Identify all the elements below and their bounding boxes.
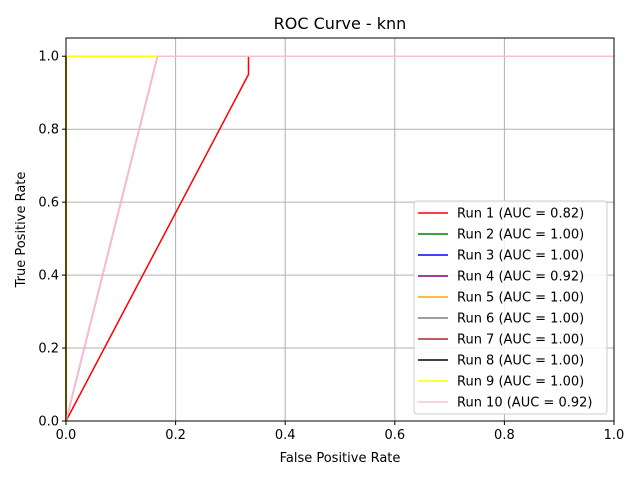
series-line-run-10: [65, 55, 614, 422]
x-axis-label: False Positive Rate: [280, 451, 401, 466]
legend-label: Run 10 (AUC = 0.92): [457, 396, 592, 411]
legend-label: Run 3 (AUC = 1.00): [457, 249, 584, 264]
legend-label: Run 7 (AUC = 1.00): [457, 333, 584, 348]
x-tick-label: 0.8: [494, 428, 515, 443]
chart-title: ROC Curve - knn: [274, 14, 407, 33]
x-tick-label: 0.4: [275, 428, 296, 443]
y-axis-label: True Positive Rate: [14, 172, 29, 289]
plot-frame: [65, 37, 615, 422]
y-tick-label: 0.6: [38, 196, 59, 211]
x-tick-label: 0.0: [56, 428, 77, 443]
legend-label: Run 1 (AUC = 0.82): [457, 207, 584, 222]
axis-ticks: 0.0 0.2 0.4 0.6 0.8 1.0 0.0 0.2 0.4 0.6 0.8 1.0: [38, 50, 624, 443]
legend-label: Run 8 (AUC = 1.00): [457, 354, 584, 369]
x-tick-label: 0.2: [165, 428, 186, 443]
legend-label: Run 4 (AUC = 0.92): [457, 270, 584, 285]
y-tick-label: 0.2: [38, 342, 59, 357]
legend: Run 1 (AUC = 0.82) Run 2 (AUC = 1.00) Run …: [413, 200, 608, 415]
y-tick-label: 0.0: [38, 415, 59, 430]
legend-label: Run 2 (AUC = 1.00): [457, 228, 584, 243]
y-tick-label: 0.4: [38, 269, 59, 284]
x-tick-label: 1.0: [604, 428, 625, 443]
x-tick-label: 0.6: [384, 428, 405, 443]
legend-label: Run 9 (AUC = 1.00): [457, 375, 584, 390]
legend-label: Run 6 (AUC = 1.00): [457, 312, 584, 327]
legend-label: Run 5 (AUC = 1.00): [457, 291, 584, 306]
y-tick-label: 1.0: [38, 50, 59, 65]
y-tick-label: 0.8: [38, 123, 59, 138]
legend-box: [413, 200, 608, 415]
